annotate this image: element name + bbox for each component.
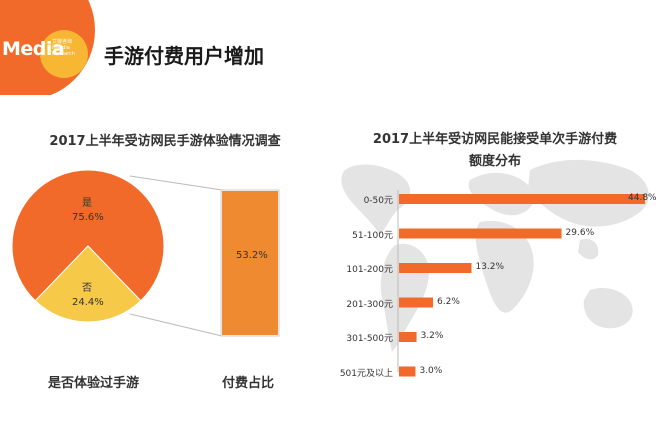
bar-chart-title: 2017上半年受访网民能接受单次手游付费 额度分布: [330, 129, 660, 173]
pie-slice-no: [34, 245, 142, 323]
bar-category-label: 301-500元: [346, 334, 393, 344]
pie-chart: [11, 169, 165, 323]
bar-4: [399, 332, 417, 342]
brand-logo: Media 艾媒咨询 iiMedia Research: [0, 0, 110, 95]
bar-chart-title-line1: 2017上半年受访网民能接受单次手游付费: [372, 132, 618, 147]
bar-category-label: 501元及以上: [339, 368, 393, 379]
bar-value-label: 6.2%: [437, 296, 460, 307]
logo-inner-circle: [40, 30, 88, 78]
bar-value-label: 44.8%: [628, 193, 657, 203]
bar-0: [399, 194, 645, 204]
logo-text: Media: [2, 38, 65, 60]
connector-line-bottom: [129, 313, 223, 337]
bar-value-label: 3.2%: [420, 331, 444, 341]
bar-2: [399, 263, 472, 273]
pie-slice-label-yes: 是: [82, 198, 92, 209]
bar-value-label: 29.6%: [565, 227, 595, 238]
ratio-bar-value-label: 53.2%: [236, 250, 268, 261]
page-title: 手游付费用户增加: [104, 44, 264, 68]
bar-value-label: 13.2%: [475, 262, 505, 272]
pie-slice-yes: [11, 169, 165, 302]
pie-chart-title: 2017上半年受访网民手游体验情况调查: [49, 134, 281, 149]
bar-5: [399, 366, 416, 377]
bar-3: [399, 297, 434, 308]
ratio-bar-title: 付费占比: [222, 376, 275, 391]
bar-value-label: 3.0%: [419, 365, 443, 376]
bar-category-label: 101-200元: [346, 265, 393, 275]
bar-1: [399, 228, 562, 239]
horizontal-bar-chart: [397, 190, 645, 377]
connector-line-top: [129, 175, 223, 191]
ratio-bar-fill: [222, 191, 278, 335]
bar-category-label: 0-50元: [363, 196, 393, 206]
pie-slice-label-no: 否: [82, 283, 92, 295]
logo-subtext: 艾媒咨询 iiMedia Research: [52, 39, 75, 57]
bar-category-label: 201-300元: [346, 299, 393, 310]
pie-chart-xlabel: 是否体验过手游: [48, 376, 140, 391]
world-map-background: [341, 159, 649, 352]
bar-chart-title-line2: 额度分布: [468, 154, 521, 169]
pie-slice-value-no: 24.4%: [72, 297, 104, 309]
bar-category-label: 51-100元: [352, 230, 393, 241]
pie-slice-value-yes: 75.6%: [72, 212, 104, 223]
